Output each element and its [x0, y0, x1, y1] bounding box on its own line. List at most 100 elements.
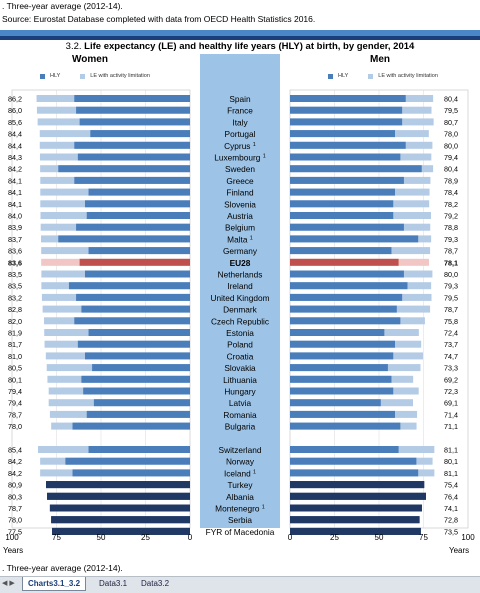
women-hly-bar [65, 457, 190, 465]
women-hly-bar [52, 527, 190, 535]
sheet-tab-bar [0, 576, 480, 593]
country-label: France [227, 106, 253, 116]
men-le-value: 81,1 [444, 446, 458, 455]
footnote-marker: 1 [253, 142, 256, 148]
women-axis-tick: 50 [97, 533, 106, 542]
sheet-tab-0[interactable]: Charts3.1_3.2 [22, 577, 87, 591]
country-label: Switzerland [219, 445, 262, 455]
men-le-value: 78,7 [444, 247, 458, 256]
men-le-value: 72,3 [444, 387, 458, 396]
country-label: Austria [227, 211, 253, 221]
legend-hly-label: HLY [50, 73, 61, 79]
men-le-value: 79,4 [444, 153, 458, 162]
women-le-value: 78,7 [8, 504, 22, 513]
women-le-value: 84,1 [8, 188, 22, 197]
country-label: Albania [226, 492, 254, 502]
country-label: Ireland [227, 281, 253, 291]
women-le-value: 83,6 [8, 247, 22, 256]
men-hly-bar [290, 176, 404, 184]
men-hly-bar [290, 212, 394, 219]
men-le-value: 80,4 [444, 95, 458, 104]
men-le-value: 73,3 [444, 364, 458, 373]
country-label: Greece [226, 176, 254, 186]
men-hly-bar [290, 317, 401, 325]
footnote-marker: 1 [262, 505, 265, 511]
country-label: Czech Republic [211, 316, 269, 326]
women-hly-bar [77, 153, 190, 161]
women-le-value: 84,4 [8, 130, 22, 139]
women-le-value: 83,9 [8, 223, 22, 232]
men-axis-tick: 0 [288, 533, 293, 542]
header-band-dark [0, 36, 480, 40]
women-le-value: 83,2 [8, 293, 22, 302]
men-le-value: 73,7 [444, 340, 458, 349]
men-hly-bar [290, 153, 401, 161]
men-hly-bar [290, 106, 403, 114]
country-label: Turkey [227, 480, 253, 490]
men-hly-bar [290, 422, 401, 430]
men-hly-bar [290, 165, 422, 173]
country-label: Montenegro 1 [215, 504, 265, 514]
women-le-value: 82,0 [8, 317, 22, 326]
legend-men: HLY LE with activity limitation [328, 73, 438, 79]
women-hly-bar [90, 130, 190, 138]
men-hly-bar [290, 387, 394, 395]
footnote-marker: 1 [263, 154, 266, 160]
men-hly-bar [290, 200, 394, 208]
country-label: Estonia [226, 328, 254, 338]
women-hly-bar [93, 399, 190, 407]
men-hly-bar [290, 516, 420, 524]
men-hly-bar [290, 469, 419, 477]
men-le-value: 75,8 [444, 317, 458, 326]
men-le-value: 80,4 [444, 165, 458, 174]
men-hly-bar [290, 141, 406, 149]
country-label: Slovakia [224, 363, 256, 373]
country-label: Finland [226, 188, 254, 198]
men-hly-bar [290, 305, 397, 313]
women-hly-bar [76, 293, 190, 301]
men-hly-bar [290, 95, 406, 102]
women-hly-bar [88, 247, 190, 255]
women-le-value: 83,5 [8, 270, 22, 279]
men-le-value: 78,2 [444, 200, 458, 209]
men-le-value: 71,4 [444, 410, 458, 419]
women-le-value: 84,1 [8, 200, 22, 209]
chart-title-text: Life expectancy (LE) and healthy life ye… [84, 41, 415, 52]
women-le-value: 83,6 [8, 258, 22, 267]
women-hly-bar [74, 176, 190, 184]
men-le-value: 73,5 [444, 527, 458, 536]
country-label: Portugal [225, 129, 256, 139]
sheet-tab-1[interactable]: Data3.1 [99, 579, 128, 588]
sheet-tab-2[interactable]: Data3.2 [141, 579, 170, 588]
men-axis-unit: Years [449, 546, 469, 555]
footnote-bottom: . Three-year average (2012-14). [2, 563, 123, 573]
country-label: Croatia [227, 351, 254, 361]
men-le-value: 71,1 [444, 422, 458, 431]
men-axis-tick: 75 [419, 533, 428, 542]
women-hly-bar [79, 258, 190, 266]
legend-le-swatch [80, 73, 86, 79]
women-hly-bar [81, 305, 190, 313]
men-hly-bar [290, 457, 417, 465]
country-label: Italy [232, 117, 248, 127]
men-hly-bar [290, 527, 421, 535]
men-hly-bar [290, 446, 399, 453]
country-label: FYR of Macedonia [206, 527, 275, 537]
women-hly-bar [74, 317, 190, 325]
women-le-value: 83,5 [8, 282, 22, 291]
country-label: Belgium [225, 223, 255, 233]
country-label: Luxembourg 1 [214, 153, 266, 163]
header-band [0, 30, 480, 36]
men-le-value: 79,2 [444, 212, 458, 221]
women-le-value: 86,0 [8, 106, 22, 115]
women-le-value: 85,6 [8, 118, 22, 127]
men-hly-bar [290, 364, 388, 372]
men-le-value: 72,4 [444, 329, 458, 338]
women-hly-bar [58, 235, 190, 243]
men-le-value: 80,7 [444, 118, 458, 127]
sheet-nav-arrows[interactable]: ◀ ▶ [2, 580, 15, 587]
women-hly-bar [72, 422, 190, 430]
men-hly-bar [290, 375, 392, 383]
women-hly-bar [81, 375, 190, 383]
women-hly-bar [45, 481, 190, 489]
